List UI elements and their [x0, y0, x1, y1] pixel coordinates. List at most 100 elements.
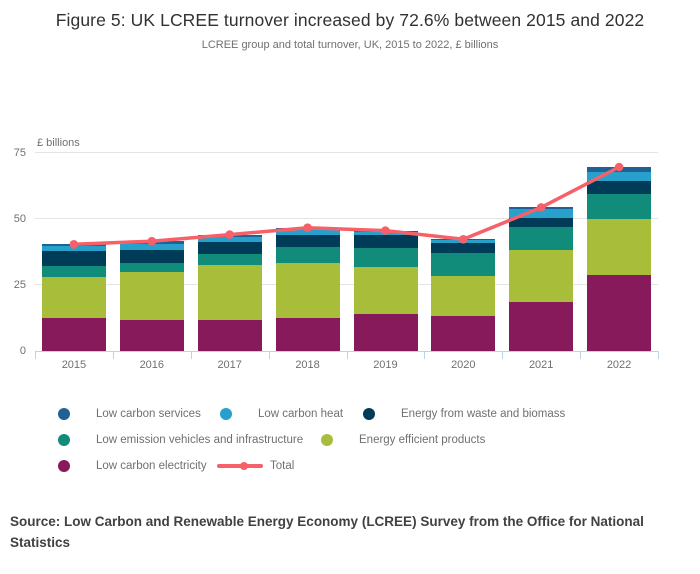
x-tick-label-2018: 2018 [295, 359, 320, 371]
bar-segment-low-carbon-electricity [353, 314, 418, 351]
bar-segment-energy-from-waste-and-biomass [275, 235, 340, 247]
x-axis-tick [191, 351, 192, 359]
gridline-25 [35, 284, 658, 285]
x-axis-tick [269, 351, 270, 359]
total-line-marker [459, 235, 468, 244]
x-axis-tick [658, 351, 659, 359]
bar-segment-low-emission-vehicles-and-infrastructure [275, 246, 340, 263]
legend-marker-total-line-icon [217, 462, 263, 470]
bar-segment-energy-efficient-products [42, 276, 106, 319]
bar-segment-energy-from-waste-and-biomass [42, 251, 106, 266]
bar-segment-low-emission-vehicles-and-infrastructure [42, 266, 106, 277]
bar-segment-energy-from-waste-and-biomass [431, 243, 496, 254]
bar-segment-low-carbon-electricity [119, 319, 184, 351]
total-line-marker [147, 236, 157, 246]
source-note: Source: Low Carbon and Renewable Energy … [10, 514, 644, 550]
x-axis-tick [502, 351, 503, 359]
gridline-75 [35, 152, 658, 153]
legend-label-low-carbon-electricity: Low carbon electricity [96, 460, 207, 472]
legend-label-energy-efficient-products: Energy efficient products [359, 434, 486, 446]
total-line-marker [303, 223, 312, 232]
bar-segment-low-carbon-electricity [431, 315, 496, 351]
bar-segment-low-emission-vehicles-and-infrastructure [431, 253, 496, 277]
bar-segment-energy-efficient-products [275, 262, 340, 319]
total-line-marker [69, 240, 79, 249]
total-line-path [72, 165, 621, 247]
legend-label-total: Total [270, 460, 295, 472]
legend-marker-low-emission-vehicles-and-infrastructure-icon [58, 434, 70, 446]
x-tick-label-2022: 2022 [606, 359, 632, 371]
legend-marker-energy-efficient-products-icon [321, 434, 333, 446]
x-tick-label-2020: 2020 [451, 359, 476, 371]
legend-marker-low-carbon-electricity-icon [58, 460, 70, 472]
bar-segment-energy-efficient-products [119, 272, 184, 320]
x-axis-tick [424, 351, 425, 359]
figure-title: Figure 5: UK LCREE turnover increased by… [55, 10, 645, 30]
y-tick-label: 25 [13, 279, 26, 291]
legend-label-low-carbon-services: Low carbon services [96, 408, 201, 420]
bar-segment-low-carbon-heat [42, 246, 106, 252]
bar-segment-low-carbon-electricity [197, 320, 262, 351]
legend-marker-low-carbon-services-icon [58, 408, 70, 420]
total-line-marker [381, 226, 390, 235]
bar-segment-energy-from-waste-and-biomass [197, 242, 262, 255]
y-tick-label: 0 [19, 345, 26, 357]
legend-item: Total [217, 459, 294, 473]
bar-segment-low-carbon-electricity [509, 301, 574, 351]
bar-segment-low-carbon-heat [119, 243, 184, 250]
bar-segment-energy-from-waste-and-biomass [509, 218, 574, 227]
x-tick-label-2017: 2017 [217, 359, 242, 371]
x-tick-label-2019: 2019 [373, 359, 398, 371]
x-axis-tick [347, 351, 348, 359]
total-line [69, 162, 624, 249]
x-tick-label-2016: 2016 [139, 359, 165, 371]
bar-segment-energy-from-waste-and-biomass [587, 181, 652, 195]
y-tick-label: 75 [13, 147, 26, 159]
total-line-marker [536, 203, 546, 212]
bar-segment-energy-efficient-products [353, 267, 418, 315]
total-line-sample-dot [239, 462, 248, 470]
bar-segment-low-emission-vehicles-and-infrastructure [119, 263, 184, 273]
x-axis-tick [113, 351, 114, 359]
bar-segment-energy-efficient-products [587, 219, 652, 276]
bar-segment-energy-efficient-products [197, 265, 262, 321]
bar-group-2020 [424, 153, 502, 351]
bar-segment-low-emission-vehicles-and-infrastructure [353, 247, 418, 268]
bar-segment-low-carbon-electricity [587, 275, 652, 351]
legend-item: Low carbon electricity [58, 459, 207, 473]
bar-segment-low-carbon-electricity [275, 318, 340, 351]
legend-marker-low-carbon-heat-icon [220, 408, 232, 420]
legend-label-energy-from-waste-and-biomass: Energy from waste and biomass [401, 408, 566, 420]
bar-segment-low-emission-vehicles-and-infrastructure [587, 194, 652, 219]
bar-segment-low-emission-vehicles-and-infrastructure [197, 254, 262, 266]
bar-segment-low-emission-vehicles-and-infrastructure [509, 226, 574, 250]
x-axis-tick [35, 351, 36, 359]
legend-item: Energy efficient products [321, 433, 485, 447]
gridline-50 [35, 218, 658, 219]
x-axis-tick [580, 351, 581, 359]
plot-area [35, 152, 658, 351]
bar-segment-low-carbon-heat [197, 236, 262, 243]
legend-marker-energy-from-waste-and-biomass-icon [363, 408, 375, 420]
total-line-marker [225, 230, 234, 239]
bar-segment-energy-efficient-products [509, 249, 574, 302]
bar-group-2017 [191, 153, 269, 351]
bar-group-2015 [35, 153, 113, 351]
x-tick-label-2015: 2015 [61, 359, 87, 371]
legend-label-low-carbon-heat: Low carbon heat [258, 408, 344, 420]
x-tick-label-2021: 2021 [528, 359, 554, 371]
bar-segment-low-carbon-heat [587, 172, 652, 182]
legend-label-low-emission-vehicles-and-infrastructure: Low emission vehicles and infrastructure [96, 434, 304, 446]
legend-item: Low carbon heat [220, 407, 343, 421]
figure-subtitle: LCREE group and total turnover, UK, 2015… [201, 39, 499, 51]
legend-item: Low carbon services [58, 407, 201, 421]
legend-item: Energy from waste and biomass [363, 407, 565, 421]
bar-segment-low-carbon-electricity [42, 318, 106, 351]
bar-segment-low-carbon-heat [275, 229, 340, 236]
legend-item: Low emission vehicles and infrastructure [58, 433, 303, 447]
bar-segment-low-carbon-heat [509, 208, 574, 219]
bar-segment-energy-from-waste-and-biomass [119, 249, 184, 264]
total-line-marker [614, 162, 624, 172]
y-axis-unit-label: £ billions [37, 137, 80, 149]
